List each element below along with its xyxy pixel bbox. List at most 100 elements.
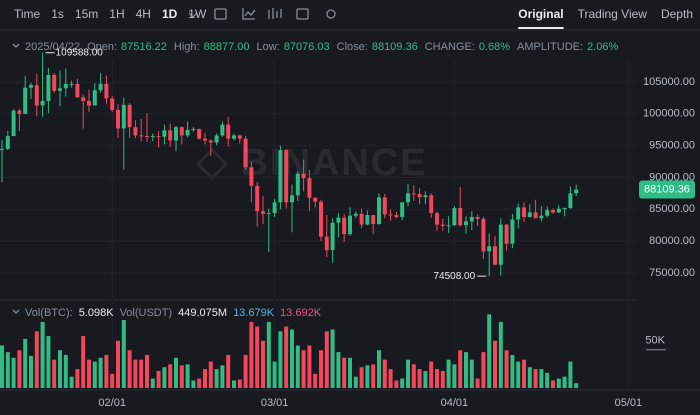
volume-bar: [475, 378, 480, 388]
candle-body: [139, 135, 144, 137]
volume-bar: [510, 354, 515, 388]
volume-bar: [63, 354, 68, 388]
watermark-logo: [195, 147, 229, 181]
volume-bar: [156, 371, 161, 388]
candle-body: [23, 87, 28, 114]
candle-body: [446, 225, 451, 227]
candle-body: [63, 83, 68, 89]
volume-bar: [110, 373, 115, 388]
interval-button[interactable]: 1D: [162, 7, 178, 21]
candle-body: [168, 130, 173, 141]
candle-body: [255, 185, 260, 212]
candle-body: [46, 74, 51, 102]
price-tick-label: 100000.00: [643, 108, 695, 120]
candle-body: [498, 224, 503, 265]
volume-bar: [191, 380, 196, 388]
ohlc-info: CHANGE:: [425, 41, 475, 53]
candle-body: [336, 217, 341, 223]
view-tab[interactable]: Trading View: [578, 7, 648, 21]
candle-body: [324, 236, 329, 251]
volume-legend: Vol(USDT): [120, 307, 173, 319]
interval-button[interactable]: 1H: [109, 7, 124, 21]
volume-bar: [452, 364, 457, 388]
volume-bar: [435, 369, 439, 388]
candle-body: [40, 101, 45, 106]
interval-button[interactable]: 4H: [136, 7, 151, 21]
header-toggle[interactable]: [12, 43, 20, 48]
candle-body: [435, 213, 439, 225]
volume-bar: [429, 361, 434, 388]
toolbar-icons: [12, 8, 336, 314]
interval-button[interactable]: 1s: [51, 7, 64, 21]
volume-bar: [382, 359, 387, 388]
view-tab[interactable]: Original: [518, 7, 563, 21]
view-tab[interactable]: Depth: [661, 7, 693, 21]
candle-body: [34, 85, 39, 106]
candle-body: [411, 193, 416, 195]
volume-bar: [371, 364, 376, 388]
volume-bar: [92, 361, 97, 388]
candle-body: [382, 197, 387, 215]
candle-body: [232, 135, 236, 139]
volume-legend: 5.098K: [79, 307, 115, 319]
ohlc-info: Close:: [337, 41, 368, 53]
volume-bar: [255, 326, 260, 388]
candle-body: [290, 195, 294, 203]
candle-body: [388, 214, 393, 216]
candle-body: [545, 209, 550, 216]
volume-bar: [464, 352, 468, 388]
candle-body: [533, 212, 538, 219]
candle-body: [11, 110, 16, 137]
candle-body: [92, 90, 97, 106]
volume-bar: [179, 365, 184, 388]
settings-icon[interactable]: [326, 9, 336, 19]
volume-bar: [307, 345, 312, 388]
price-tick-label: 80000.00: [649, 235, 695, 247]
interval-dropdown[interactable]: [188, 12, 198, 18]
volume-bar: [81, 336, 86, 388]
candle-body: [243, 138, 248, 168]
calendar-icon[interactable]: [214, 8, 227, 20]
interval-button[interactable]: 15m: [75, 7, 98, 21]
ohlc-info: Open:: [87, 41, 117, 53]
volume-bar: [5, 352, 10, 388]
volume-bar: [139, 359, 144, 388]
volume-bar: [353, 376, 358, 388]
volume-bar: [394, 380, 399, 388]
candle-body: [295, 173, 300, 196]
candle-body: [527, 212, 532, 217]
candle-body: [17, 110, 22, 114]
candle-body: [162, 130, 167, 137]
volume-bar: [522, 359, 526, 388]
indicator-icon[interactable]: [242, 8, 256, 20]
volume-bar: [116, 340, 120, 388]
last-price-tag: [639, 180, 695, 199]
candle-body: [313, 197, 318, 202]
candle-body: [87, 101, 91, 106]
candle-body: [214, 135, 219, 143]
volume-bar: [214, 369, 219, 388]
candle-body: [191, 129, 196, 131]
volume-bar: [145, 354, 149, 388]
volume-bar: [121, 320, 126, 388]
interval-button[interactable]: Time: [14, 7, 41, 21]
candle-body: [556, 208, 561, 213]
volume-bar: [104, 354, 109, 388]
candle-body: [551, 209, 555, 213]
volume-bar: [377, 350, 381, 388]
layout-icon[interactable]: [296, 8, 309, 20]
candle-icon[interactable]: [268, 8, 282, 19]
candle-body: [156, 136, 161, 138]
candle-body: [284, 150, 289, 203]
volume-bar: [174, 357, 178, 388]
candle-body: [574, 189, 579, 194]
volume-bar: [388, 369, 393, 388]
volume-toggle[interactable]: [12, 309, 20, 314]
candle-body: [52, 74, 57, 91]
interval-button[interactable]: 1W: [188, 7, 207, 21]
volume-bar: [365, 365, 370, 388]
candle-body: [220, 124, 225, 136]
candle-body: [127, 104, 132, 128]
ohlc-info: Low:: [257, 41, 280, 53]
